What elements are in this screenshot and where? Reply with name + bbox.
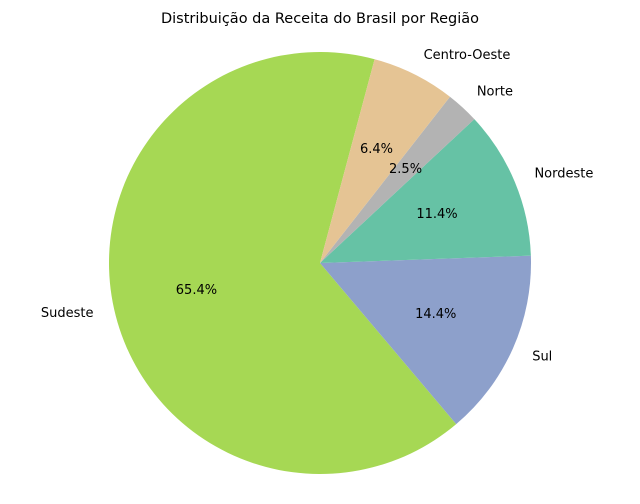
slice-label: Centro-Oeste: [424, 48, 511, 63]
slice-percent-label: 14.4%: [415, 307, 456, 322]
slice-label: Sul: [532, 350, 552, 365]
pie-slice-sudeste: [109, 52, 457, 475]
slice-label: Nordeste: [534, 167, 593, 182]
slice-percent-label: 6.4%: [360, 142, 393, 157]
slice-label: Norte: [477, 84, 513, 99]
pie-slice-norte: [320, 96, 475, 263]
pie-slice-nordeste: [320, 119, 531, 263]
slice-label: Sudeste: [41, 306, 94, 321]
slice-percent-label: 65.4%: [176, 283, 217, 298]
pie-slice-centro-oeste: [320, 59, 450, 263]
chart-title: Distribuição da Receita do Brasil por Re…: [161, 11, 479, 27]
pie-labels: Sudeste 65.4% Sul 14.4% Nordeste 11.4% Norte 2.…: [41, 48, 593, 365]
slice-percent-label: 2.5%: [389, 162, 422, 177]
pie-slices: [109, 52, 531, 475]
slice-percent-label: 11.4%: [416, 207, 457, 222]
pie-slice-sul: [320, 255, 531, 425]
